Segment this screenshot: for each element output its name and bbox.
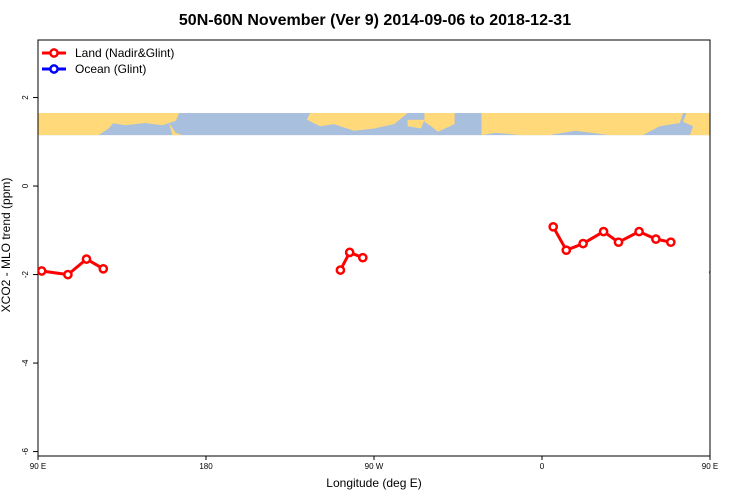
x-tick-label: 90 E [702,462,718,471]
data-point [344,247,355,258]
data-point [98,263,109,274]
x-axis-label: Longitude (deg E) [326,476,421,490]
data-point [598,226,609,237]
x-tick-label: 180 [199,462,213,471]
y-tick-label: 2 [21,95,30,100]
data-point [613,237,624,248]
map-land-shape [105,113,180,126]
map-land-shape [424,113,455,132]
x-tick-label: 0 [540,462,545,471]
legend-label: Ocean (Glint) [75,62,146,76]
map-land-shape [683,113,710,136]
map-land-shape [306,113,408,131]
x-tick-label: 90 E [30,462,46,471]
data-point [736,271,743,278]
data-point [561,245,572,256]
y-tick-label: -6 [21,447,30,455]
data-point [63,269,73,280]
data-point [81,254,92,264]
map-band [38,113,710,136]
data-point [38,266,47,276]
map-land-shape [38,113,116,136]
x-axis: 90 E 180 90 W 0 90 E [30,456,718,471]
y-axis-label: XCO2 - MLO trend (ppm) [0,178,13,313]
chart-title: 50N-60N November (Ver 9) 2014-09-06 to 2… [179,12,571,29]
y-tick-label: -4 [21,359,30,367]
y-tick-label: -2 [21,270,30,278]
map-land-shape [169,123,183,136]
map-band-land [38,113,710,136]
data-point [335,265,346,275]
x-tick-label: 90 W [365,462,384,471]
legend-label: Land (Nadir&Glint) [75,46,174,60]
plot-frame [37,39,711,457]
series-line [41,257,105,277]
legend-marker [49,48,59,58]
data-point [651,234,661,244]
data-point [578,238,588,249]
data-point [708,269,710,276]
series-line [714,259,750,275]
data-point [634,226,644,237]
y-axis: 2 0 -2 -4 -6 [21,95,38,455]
data-point [357,252,368,263]
data-point [548,221,559,232]
map-land-shape [481,113,684,136]
series-group [38,221,750,280]
y-tick-label: 0 [21,183,30,188]
map-land-shape [407,119,425,129]
data-point [665,237,676,248]
legend: Land (Nadir&Glint) Ocean (Glint) [42,46,174,76]
series-layer [38,221,750,280]
legend-marker [49,64,59,74]
